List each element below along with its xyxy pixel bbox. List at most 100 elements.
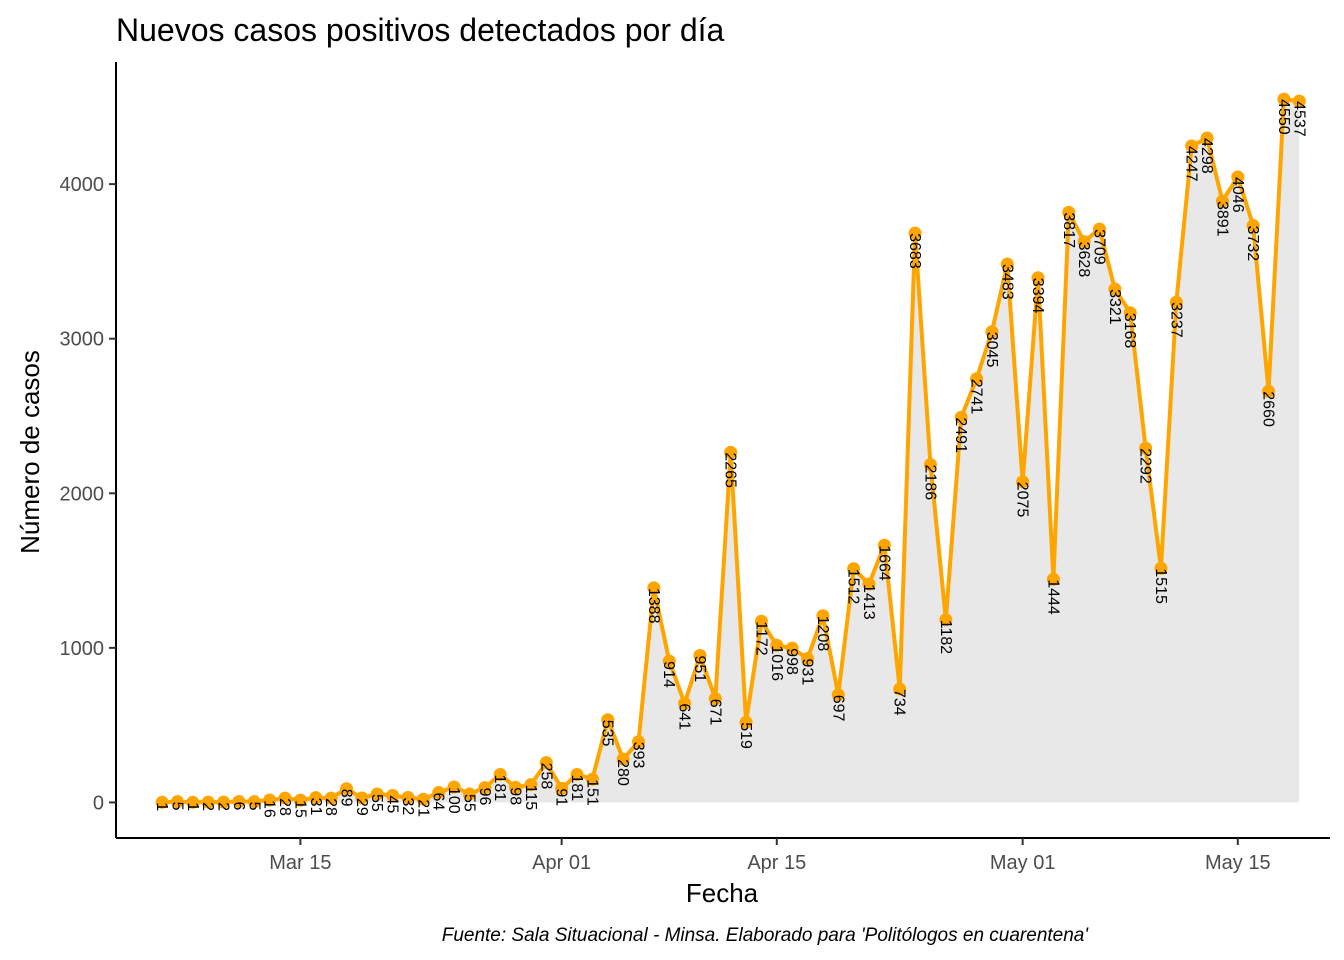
data-point — [1108, 282, 1122, 296]
data-label: 998 — [783, 648, 800, 675]
data-label: 1444 — [1044, 579, 1061, 615]
data-point — [309, 791, 323, 805]
data-point — [1169, 295, 1183, 309]
data-point — [893, 682, 907, 696]
data-point — [416, 792, 430, 806]
data-label: 98 — [507, 787, 524, 805]
data-point — [985, 325, 999, 339]
data-point — [555, 781, 569, 795]
data-point — [1154, 561, 1168, 575]
data-label: 2660 — [1260, 391, 1277, 427]
data-point — [923, 458, 937, 472]
data-point — [1262, 384, 1276, 398]
axes: 0 1000 2000 3000 4000 Mar 15 Apr 01 Apr 15 May 0… — [60, 62, 1330, 874]
data-label: 1 — [184, 802, 201, 811]
data-point — [293, 793, 307, 807]
x-tick-label: Apr 15 — [747, 852, 806, 874]
data-point — [1000, 257, 1014, 271]
data-label: 1182 — [937, 620, 954, 655]
data-label: 1515 — [1152, 568, 1169, 604]
x-tick-label: Mar 15 — [269, 852, 331, 874]
data-label: 2491 — [952, 417, 969, 453]
x-axis-title: Fecha — [686, 878, 759, 908]
data-label: 4247 — [1183, 146, 1200, 182]
data-point — [1077, 235, 1091, 249]
data-point — [170, 795, 184, 809]
data-label: 3045 — [983, 332, 1000, 368]
data-label: 29 — [353, 798, 370, 816]
data-point — [939, 613, 953, 627]
data-label: 2075 — [1014, 482, 1031, 518]
data-label: 2186 — [921, 465, 938, 501]
data-point — [1200, 131, 1214, 145]
data-point — [1185, 139, 1199, 153]
x-tick-label: Apr 01 — [532, 852, 591, 874]
data-point — [324, 791, 338, 805]
data-point — [601, 713, 615, 727]
data-label: 5 — [168, 802, 185, 811]
data-point — [862, 577, 876, 591]
data-point — [616, 752, 630, 766]
data-point — [877, 538, 891, 552]
data-label: 28 — [322, 798, 339, 816]
data-point — [831, 688, 845, 702]
data-point — [155, 795, 169, 809]
data-point — [754, 614, 768, 628]
data-label: 3628 — [1075, 242, 1092, 278]
data-point — [801, 652, 815, 666]
data-point — [954, 410, 968, 424]
data-label: 2 — [215, 802, 232, 811]
data-label: 4046 — [1229, 177, 1246, 213]
data-point — [509, 780, 523, 794]
data-point — [340, 782, 354, 796]
data-point — [1046, 572, 1060, 586]
data-point — [847, 562, 861, 576]
data-label: 16 — [261, 800, 278, 818]
y-tick-label: 4000 — [60, 174, 105, 196]
data-point — [1123, 306, 1137, 320]
data-point — [1215, 194, 1229, 208]
data-label: 2 — [199, 802, 216, 811]
data-point — [724, 445, 738, 459]
data-label: 931 — [799, 659, 816, 686]
data-label: 1388 — [645, 588, 662, 624]
data-label: 3732 — [1244, 226, 1261, 262]
data-label: 1664 — [875, 545, 892, 581]
data-label: 21 — [414, 799, 431, 817]
data-point — [678, 696, 692, 710]
data-label: 4298 — [1198, 138, 1215, 174]
data-point — [908, 226, 922, 240]
data-label: 2741 — [968, 379, 985, 415]
data-point — [570, 767, 584, 781]
y-axis-title: Número de casos — [15, 350, 45, 554]
data-point — [1139, 441, 1153, 455]
data-point — [217, 795, 231, 809]
data-label: 45 — [384, 795, 401, 813]
data-point — [478, 781, 492, 795]
data-point — [539, 756, 553, 770]
y-tick-label: 3000 — [60, 329, 105, 351]
y-tick-label: 0 — [93, 792, 104, 814]
data-label: 3394 — [1029, 278, 1046, 314]
data-point — [1062, 205, 1076, 219]
data-label: 2292 — [1137, 448, 1154, 484]
data-label: 3321 — [1106, 289, 1123, 325]
data-label: 1 — [153, 802, 170, 811]
data-label: 734 — [891, 689, 908, 716]
data-point — [1246, 219, 1260, 233]
data-label: 31 — [307, 798, 324, 816]
data-label: 181 — [568, 774, 585, 801]
data-point — [1016, 475, 1030, 489]
data-point — [493, 767, 507, 781]
area-fill — [162, 99, 1300, 803]
data-point — [247, 795, 261, 809]
data-label: 181 — [491, 774, 508, 801]
data-point — [447, 780, 461, 794]
data-label: 535 — [599, 720, 616, 747]
data-label: 15 — [291, 800, 308, 818]
data-label: 258 — [537, 763, 554, 790]
data-point — [662, 654, 676, 668]
data-point — [1092, 222, 1106, 236]
data-point — [816, 609, 830, 623]
data-label: 100 — [445, 787, 462, 814]
